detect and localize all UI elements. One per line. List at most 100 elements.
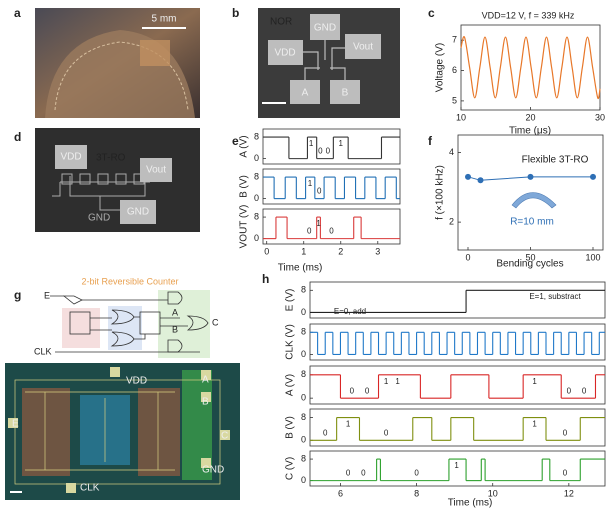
scale-bar-label: 5 mm <box>152 14 177 25</box>
chip-title: NOR <box>270 17 292 28</box>
annotation: R=10 mm <box>510 217 554 228</box>
y-axis-label: A (V) <box>285 374 296 396</box>
logic-label: 0 <box>323 428 328 437</box>
schematic-title: 2-bit Reversible Counter <box>81 276 178 286</box>
y-tick-label: 6 <box>452 65 457 75</box>
y-tick-label: 4 <box>449 147 454 157</box>
y-axis-label: B (V) <box>239 175 250 198</box>
logic-label: 0 <box>326 147 331 156</box>
x-tick-label: 30 <box>595 112 605 122</box>
pad-label: VDD <box>274 48 295 59</box>
y-axis-label: E (V) <box>285 289 296 312</box>
y-tick-label: 8 <box>254 171 259 181</box>
y-tick-label: 5 <box>452 95 457 105</box>
panel-label: f <box>428 134 433 148</box>
pad-label: B <box>202 397 209 408</box>
annotation: E=1, substract <box>529 292 581 301</box>
x-tick-label: 0 <box>465 252 470 262</box>
x-tick-label: 1 <box>301 246 306 256</box>
x-tick-label: 20 <box>525 112 535 122</box>
annotation: E=0, add <box>334 307 366 316</box>
x-tick-label: 8 <box>414 488 419 498</box>
pad-label: E <box>12 419 19 430</box>
pad-label: GND <box>127 207 149 218</box>
y-tick-label: 8 <box>254 211 259 221</box>
y-tick-label: 0 <box>301 435 306 445</box>
y-axis-label: VOUT (V) <box>239 205 250 249</box>
logic-label: 1 <box>309 139 314 148</box>
y-tick-label: 8 <box>301 327 306 337</box>
y-tick-label: 0 <box>254 193 259 203</box>
y-tick-label: 7 <box>452 35 457 45</box>
y-tick-label: 0 <box>301 393 306 403</box>
logic-label: 1 <box>454 461 459 470</box>
plot-frame <box>461 25 600 110</box>
logic-label: 1 <box>339 139 344 148</box>
data-point <box>590 174 596 180</box>
x-axis-label: Time (ms) <box>278 263 323 274</box>
photo-a: 5 mm <box>35 8 200 118</box>
photo-d: VDD 3T-RO Vout GND GND <box>35 128 200 232</box>
logic-label: 0 <box>329 227 334 236</box>
x-tick-label: 3 <box>375 246 380 256</box>
y-tick-label: 8 <box>301 369 306 379</box>
logic-label: 0 <box>361 469 366 478</box>
logic-label: 1 <box>346 420 351 429</box>
logic-label: 1 <box>532 377 537 386</box>
panel-label: d <box>14 130 21 144</box>
y-tick-label: 2 <box>449 216 454 226</box>
x-axis-label: Time (ms) <box>448 498 493 508</box>
logic-label: 0 <box>563 428 568 437</box>
y-tick-label: 0 <box>301 475 306 485</box>
photo-g: VDD A B E C CLK GND <box>5 363 240 500</box>
schematic-label: E <box>44 290 50 300</box>
y-tick-label: 8 <box>254 131 259 141</box>
y-axis-label: f (×100 kHz) <box>435 165 446 220</box>
logic-label: 1 <box>316 219 321 228</box>
logic-label: 0 <box>365 386 370 395</box>
schematic-label: B <box>172 324 178 334</box>
y-tick-label: 8 <box>301 412 306 422</box>
net-label: GND <box>88 213 110 224</box>
signal-line <box>461 37 600 99</box>
schematic-label: A <box>172 307 178 317</box>
x-tick-label: 2 <box>338 246 343 256</box>
y-axis-label: A (V) <box>239 135 250 157</box>
panel-label: h <box>262 272 269 286</box>
panel-label: b <box>232 6 239 20</box>
logic-label: 0 <box>307 227 312 236</box>
logic-label: 1 <box>532 420 537 429</box>
x-tick-label: 12 <box>564 488 574 498</box>
logic-label: 0 <box>346 469 351 478</box>
pad-label: VDD <box>126 376 147 387</box>
logic-label: 1 <box>308 179 313 188</box>
pad-label: VDD <box>60 152 81 163</box>
chart-title: VDD=12 V, f = 339 kHz <box>482 10 575 20</box>
x-tick-label: 6 <box>338 488 343 498</box>
bent-sheet-icon <box>512 193 556 209</box>
logic-label: 0 <box>582 386 587 395</box>
pad-label: Vout <box>353 42 373 53</box>
pad-label: A <box>202 375 209 386</box>
x-tick-label: 0 <box>264 246 269 256</box>
pad-label: B <box>342 88 349 99</box>
logic-label: 0 <box>384 428 389 437</box>
logic-label: 1 <box>384 377 389 386</box>
y-tick-label: 0 <box>254 153 259 163</box>
schematic-label: C <box>212 317 219 327</box>
y-axis-label: Voltage (V) <box>435 43 446 92</box>
pad-label: GND <box>314 23 336 34</box>
y-tick-label: 0 <box>254 233 259 243</box>
y-tick-label: 8 <box>301 285 306 295</box>
pad-label: CLK <box>80 483 100 494</box>
panel-label: c <box>428 6 435 20</box>
y-axis-label: B (V) <box>285 416 296 439</box>
panel-label: a <box>14 6 21 20</box>
schematic-g: 2-bit Reversible Counter E CLK A B C <box>34 276 219 358</box>
logic-label: 0 <box>563 469 568 478</box>
schematic-label: CLK <box>34 346 52 356</box>
pad-label: A <box>302 88 309 99</box>
photo-b: NOR GND VDD Vout A B <box>258 8 400 118</box>
pad-label: C <box>221 431 228 442</box>
figure: a b c d e f g h 5 mm NOR GND VDD Vout A … <box>0 0 611 508</box>
